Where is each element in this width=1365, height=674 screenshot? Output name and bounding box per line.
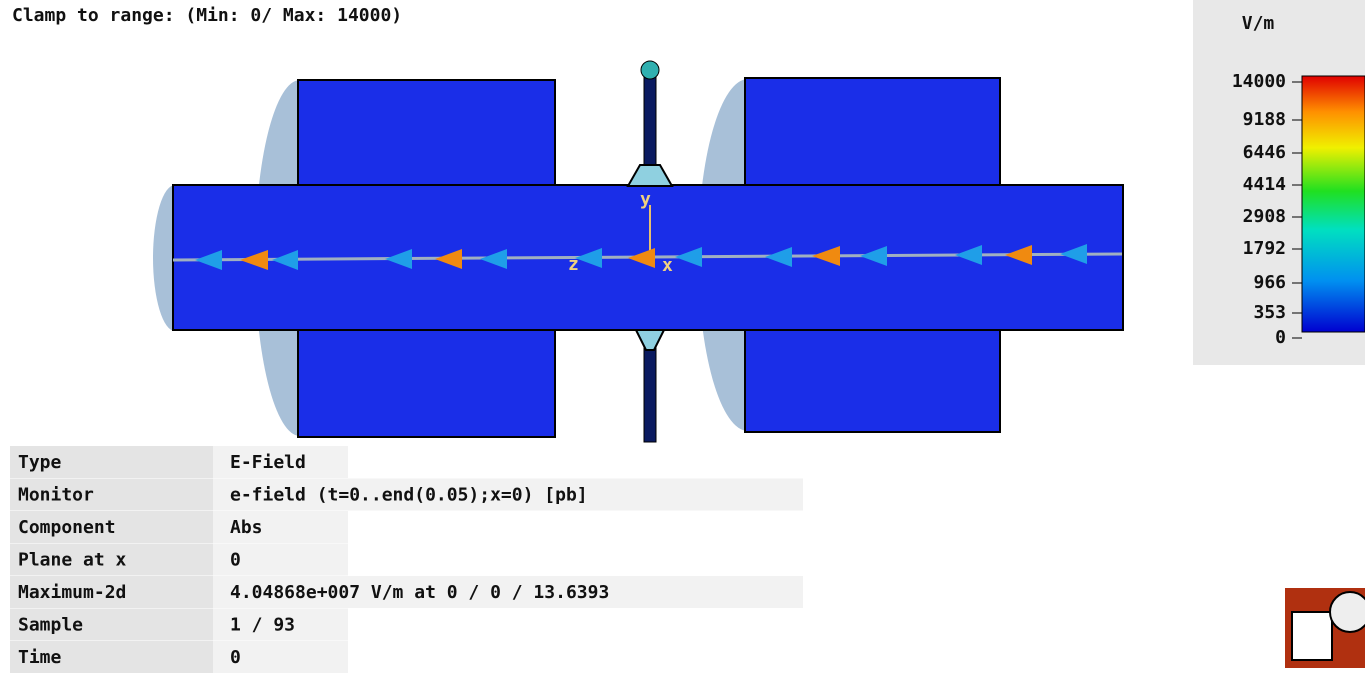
row-label: Sample: [18, 615, 83, 636]
row-label: Plane at x: [18, 550, 127, 571]
view-icon: [1285, 588, 1365, 668]
model: y z x: [153, 61, 1123, 442]
row-label: Component: [18, 517, 116, 538]
color-bar: [1302, 76, 1365, 332]
axis-label: y: [640, 189, 651, 210]
legend-label: 966: [1253, 272, 1286, 293]
row-label: Monitor: [18, 485, 94, 506]
legend-label: 9188: [1243, 109, 1286, 130]
legend-label: 1792: [1243, 238, 1286, 259]
row-value: Abs: [230, 517, 263, 538]
legend-label: 2908: [1243, 206, 1286, 227]
clamp-text: Clamp to range: (Min: 0/ Max: 14000): [12, 5, 402, 26]
legend-label: 14000: [1232, 71, 1286, 92]
legend-label: 6446: [1243, 142, 1286, 163]
legend-unit: V/m: [1242, 13, 1275, 34]
row-label: Maximum-2d: [18, 582, 126, 603]
legend-label: 0: [1275, 327, 1286, 348]
row-value: 4.04868e+007 V/m at 0 / 0 / 13.6393: [230, 582, 609, 603]
legend-label: 353: [1253, 302, 1286, 323]
row-value: 0: [230, 647, 241, 668]
row-value: E-Field: [230, 452, 306, 473]
row-value: 1 / 93: [230, 615, 295, 636]
legend-label: 4414: [1243, 174, 1287, 195]
axis-label: x: [662, 255, 673, 276]
row-value: 0: [230, 550, 241, 571]
row-label: Type: [18, 452, 62, 473]
row-label: Time: [18, 647, 62, 668]
axis-label: z: [568, 254, 579, 275]
viewport: Clamp to range: (Min: 0/ Max: 14000): [0, 0, 1365, 674]
info-table: Type E-Field Monitor e-field (t=0..end(0.05…: [10, 446, 803, 673]
row-value: e-field (t=0..end(0.05);x=0) [pb]: [230, 485, 588, 506]
